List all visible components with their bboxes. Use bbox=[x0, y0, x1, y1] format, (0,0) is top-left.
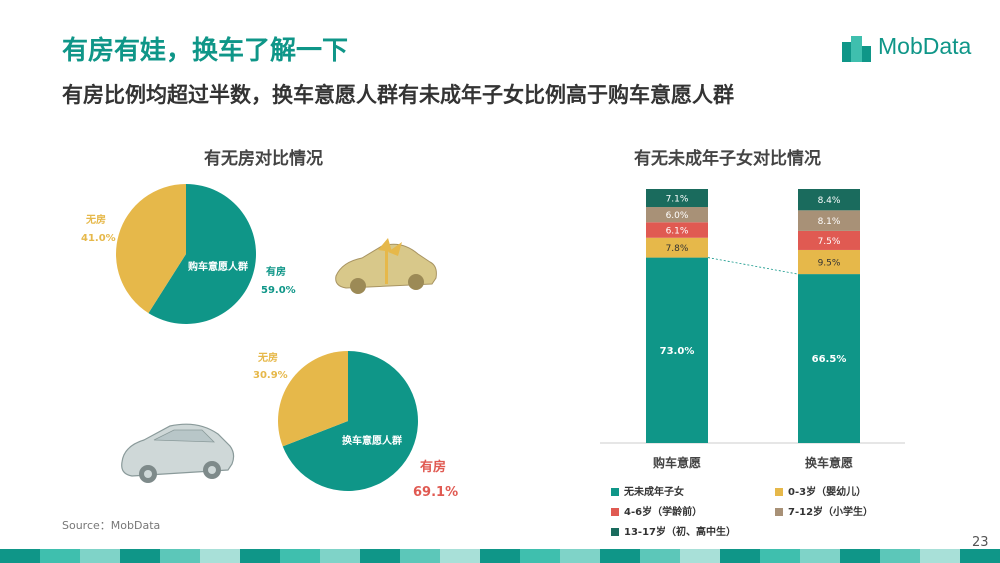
bar-data-label: 7.1% bbox=[666, 195, 689, 205]
page-title: 有房有娃，换车了解一下 bbox=[62, 36, 349, 66]
bar-data-label: 7.8% bbox=[666, 244, 689, 254]
legend-label: 13-17岁（初、高中生） bbox=[624, 527, 736, 538]
pie2-value-no-house: 30.9% bbox=[253, 370, 288, 381]
bar-segment bbox=[798, 189, 860, 211]
footer-stripe-block bbox=[840, 549, 880, 563]
bar-segment bbox=[798, 230, 860, 250]
footer-stripe-block bbox=[800, 549, 840, 563]
legend-label: 0-3岁（婴幼儿） bbox=[788, 487, 867, 498]
legend-swatch bbox=[611, 508, 619, 516]
footer-stripe-block bbox=[320, 549, 360, 563]
legend-label: 无未成年子女 bbox=[624, 487, 684, 498]
footer-stripe-block bbox=[400, 549, 440, 563]
page-subtitle: 有房比例均超过半数，换车意愿人群有未成年子女比例高于购车意愿人群 bbox=[62, 83, 734, 107]
legend-swatch bbox=[775, 488, 783, 496]
footer-stripe-block bbox=[520, 549, 560, 563]
pie1-slice-has-house bbox=[148, 184, 257, 324]
pie1-value-no-house: 41.0% bbox=[81, 233, 116, 244]
pie1-value-has-house: 59.0% bbox=[261, 285, 296, 296]
legend-swatch bbox=[611, 488, 619, 496]
page-number: 23 bbox=[972, 535, 989, 550]
legend-item: 无未成年子女 bbox=[611, 483, 684, 498]
footer-stripe-block bbox=[760, 549, 800, 563]
footer-stripe-block bbox=[40, 549, 80, 563]
bar-segment bbox=[798, 274, 860, 443]
footer-stripe-block bbox=[960, 549, 1000, 563]
footer-stripe-block bbox=[600, 549, 640, 563]
logo-text: MobData bbox=[878, 33, 972, 59]
legend-swatch bbox=[775, 508, 783, 516]
footer-stripe-block bbox=[120, 549, 160, 563]
bar-data-label: 6.1% bbox=[666, 227, 689, 237]
bar-data-label: 73.0% bbox=[660, 346, 695, 357]
bar-data-label: 8.4% bbox=[818, 196, 841, 206]
left-panel-title: 有无房对比情况 bbox=[204, 149, 323, 169]
x-tick-buying: 购车意愿 bbox=[653, 455, 701, 470]
legend-label: 7-12岁（小学生） bbox=[788, 507, 874, 518]
connector-line bbox=[707, 257, 799, 275]
footer-stripe-block bbox=[680, 549, 720, 563]
pie2-slice-has-house bbox=[282, 351, 419, 491]
bar-segment bbox=[646, 207, 708, 223]
pie2-value-has-house: 69.1% bbox=[413, 485, 458, 500]
legend-label: 4-6岁（学龄前） bbox=[624, 507, 703, 518]
footer-stripe-block bbox=[160, 549, 200, 563]
footer-stripe-block bbox=[200, 549, 240, 563]
footer-stripe-block bbox=[0, 549, 40, 563]
bar-data-label: 9.5% bbox=[818, 259, 841, 269]
bar-segment bbox=[798, 249, 860, 275]
legend-item: 4-6岁（学龄前） bbox=[611, 503, 702, 518]
pie1-center-label: 购车意愿人群 bbox=[188, 260, 248, 273]
footer-stripe-block bbox=[880, 549, 920, 563]
legend-item: 0-3岁（婴幼儿） bbox=[775, 483, 866, 498]
building-icon bbox=[842, 36, 871, 62]
footer-stripe-block bbox=[720, 549, 760, 563]
legend-swatch bbox=[611, 528, 619, 536]
legend-item: 13-17岁（初、高中生） bbox=[611, 523, 736, 538]
footer-stripe bbox=[0, 549, 1000, 563]
footer-stripe-block bbox=[280, 549, 320, 563]
pie2-label-no-house: 无房 bbox=[257, 351, 278, 364]
bar-data-label: 6.0% bbox=[666, 211, 689, 221]
bar-segment bbox=[646, 189, 708, 208]
stacked-bar-chart: 73.0% 7.8% 6.1% 6.0% 7.1% 66.5% 9.5% 7.5% 8.1% 8.… bbox=[600, 189, 905, 470]
bar-segment bbox=[798, 210, 860, 231]
footer-stripe-block bbox=[640, 549, 680, 563]
footer-stripe-block bbox=[360, 549, 400, 563]
source-note: Source：MobData bbox=[62, 519, 161, 532]
bar-segment bbox=[646, 222, 708, 238]
bar-data-label: 66.5% bbox=[812, 354, 847, 365]
footer-stripe-block bbox=[440, 549, 480, 563]
pie2-slice-no-house bbox=[278, 350, 348, 447]
footer-stripe-block bbox=[240, 549, 280, 563]
footer-stripe-block bbox=[80, 549, 120, 563]
legend-item: 7-12岁（小学生） bbox=[775, 503, 873, 518]
pie2-center-label: 换车意愿人群 bbox=[342, 434, 402, 447]
footer-stripe-block bbox=[920, 549, 960, 563]
pie1-label-no-house: 无房 bbox=[85, 213, 106, 226]
pie-chart-buying: 购车意愿人群 有房 59.0% 无房 41.0% bbox=[81, 184, 296, 324]
bar-segment bbox=[646, 257, 708, 443]
pie2-label-has-house: 有房 bbox=[420, 459, 446, 475]
bar-data-label: 8.1% bbox=[818, 217, 841, 227]
footer-stripe-block bbox=[480, 549, 520, 563]
x-tick-replacing: 换车意愿 bbox=[805, 455, 853, 470]
pie-chart-replacing: 换车意愿人群 有房 69.1% 无房 30.9% bbox=[253, 350, 458, 500]
gift-car-illustration bbox=[335, 238, 437, 294]
bar-data-label: 7.5% bbox=[818, 237, 841, 247]
pie1-slice-no-house bbox=[116, 184, 186, 314]
sedan-illustration bbox=[121, 423, 235, 483]
mobdata-logo bbox=[842, 36, 871, 62]
pie1-label-has-house: 有房 bbox=[266, 265, 286, 278]
right-panel-title: 有无未成年子女对比情况 bbox=[634, 149, 821, 169]
footer-stripe-block bbox=[560, 549, 600, 563]
bar-segment bbox=[646, 237, 708, 258]
